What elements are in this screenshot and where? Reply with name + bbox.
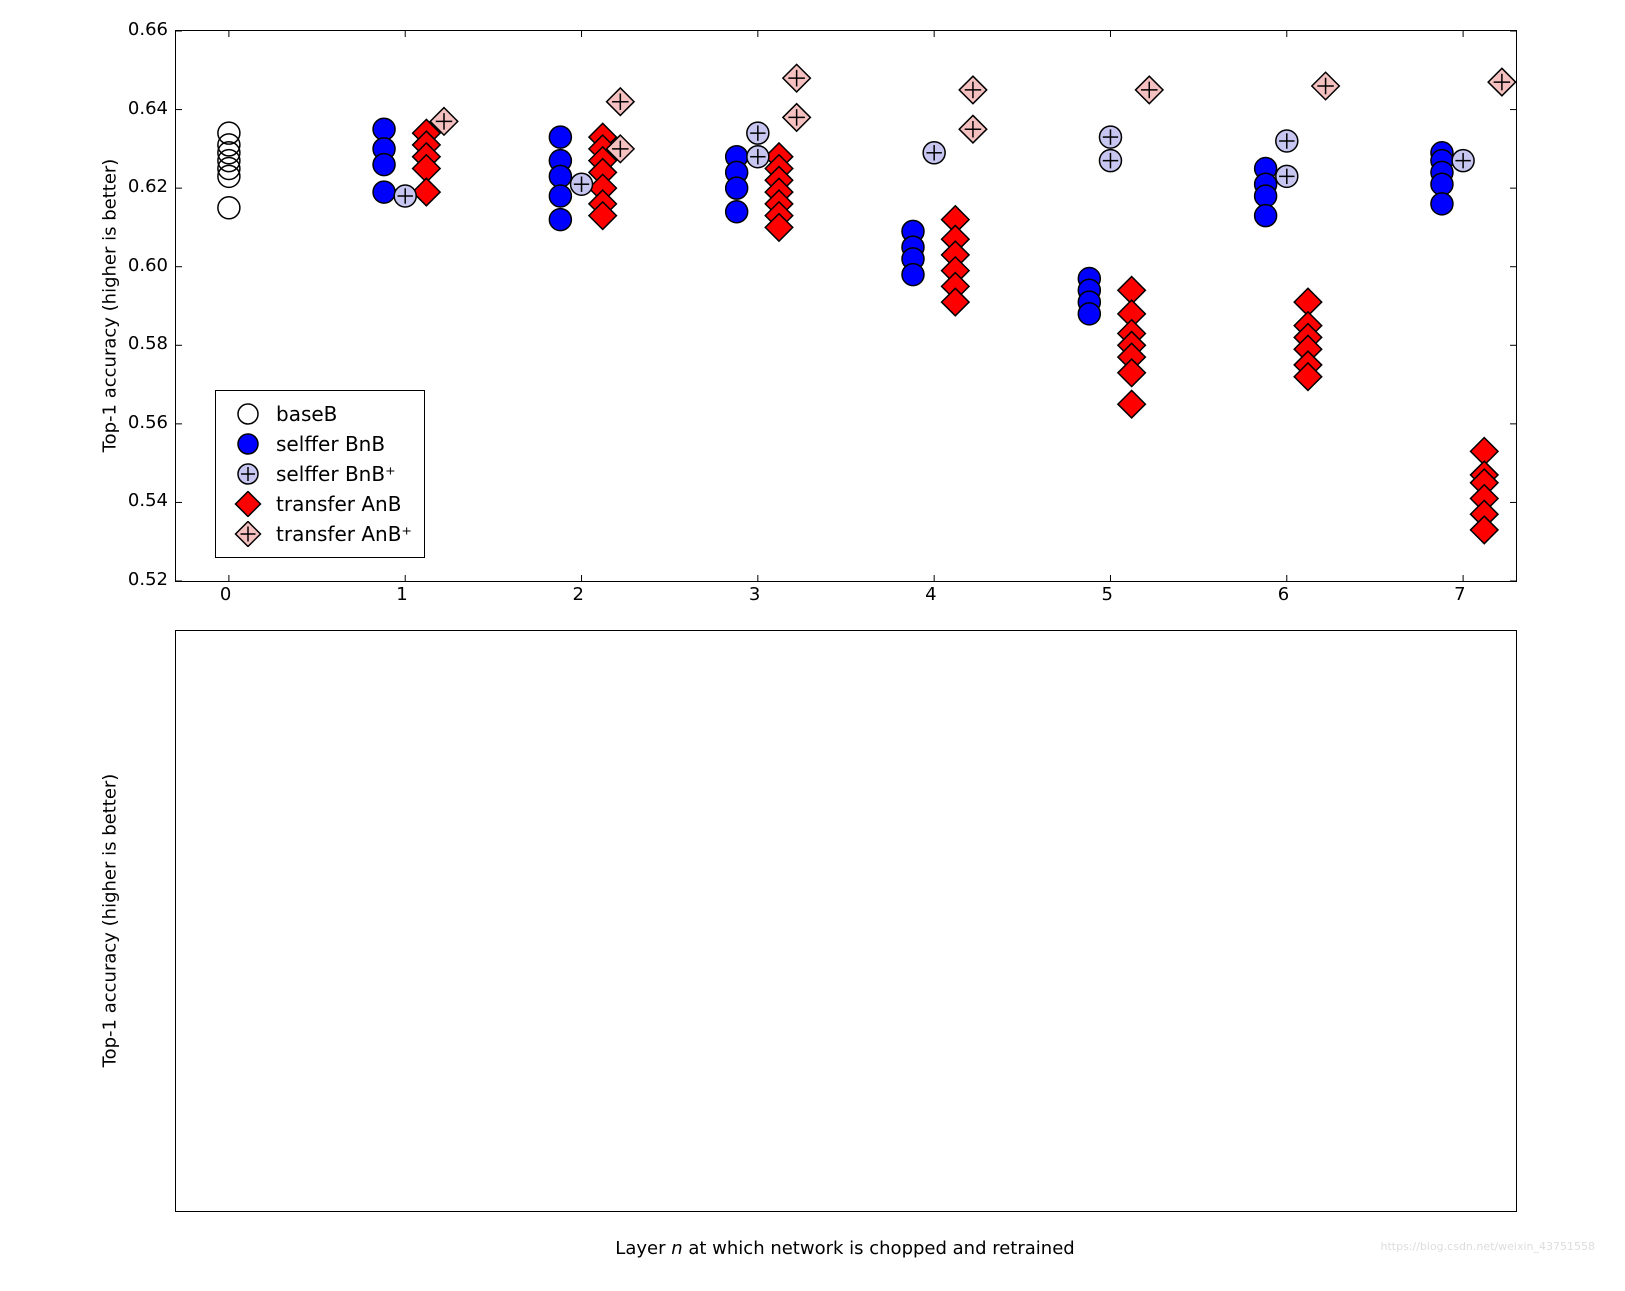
legend-item: transfer AnB — [228, 489, 412, 519]
ytick-label: 0.64 — [120, 98, 168, 119]
xtick-label: 6 — [1278, 584, 1289, 605]
legend-label: selffer BnB — [268, 432, 385, 456]
legend-item: transfer AnB⁺ — [228, 519, 412, 549]
xlabel-text-1: Layer — [615, 1238, 671, 1259]
xtick-label: 7 — [1454, 584, 1465, 605]
legend-marker — [228, 491, 268, 517]
xtick-label: 5 — [1101, 584, 1112, 605]
xtick-label: 3 — [749, 584, 760, 605]
xlabel-text-2: at which network is chopped and retraine… — [683, 1238, 1075, 1259]
xlabel: Layer n at which network is chopped and … — [175, 1238, 1515, 1259]
ytick-label: 0.60 — [120, 255, 168, 276]
top-ylabel: Top-1 accuracy (higher is better) — [100, 156, 121, 456]
bottom-ylabel: Top-1 accuracy (higher is better) — [100, 771, 121, 1071]
legend-item: selffer BnB⁺ — [228, 459, 412, 489]
legend-item: baseB — [228, 399, 412, 429]
figure: Top-1 accuracy (higher is better) 0.52 0.… — [20, 20, 1605, 1271]
bottom-panel — [175, 630, 1517, 1212]
legend-marker — [228, 461, 268, 487]
legend-marker — [228, 431, 268, 457]
xtick-label: 2 — [573, 584, 584, 605]
ytick-label: 0.62 — [120, 176, 168, 197]
legend: baseB selffer BnB selffer BnB⁺ transfer AnB… — [215, 390, 425, 558]
xtick-label: 0 — [220, 584, 231, 605]
legend-label: transfer AnB — [268, 492, 401, 516]
xtick-label: 1 — [396, 584, 407, 605]
legend-marker — [228, 401, 268, 427]
legend-label: baseB — [268, 402, 337, 426]
xlabel-n: n — [671, 1238, 682, 1259]
legend-marker — [228, 521, 268, 547]
ytick-label: 0.66 — [120, 19, 168, 40]
ytick-label: 0.52 — [120, 569, 168, 590]
legend-label: selffer BnB⁺ — [268, 462, 396, 486]
ytick-label: 0.54 — [120, 490, 168, 511]
xtick-label: 4 — [925, 584, 936, 605]
ytick-label: 0.58 — [120, 333, 168, 354]
ytick-label: 0.56 — [120, 412, 168, 433]
watermark: https://blog.csdn.net/weixin_43751558 — [1380, 1240, 1595, 1253]
legend-label: transfer AnB⁺ — [268, 522, 412, 546]
legend-item: selffer BnB — [228, 429, 412, 459]
